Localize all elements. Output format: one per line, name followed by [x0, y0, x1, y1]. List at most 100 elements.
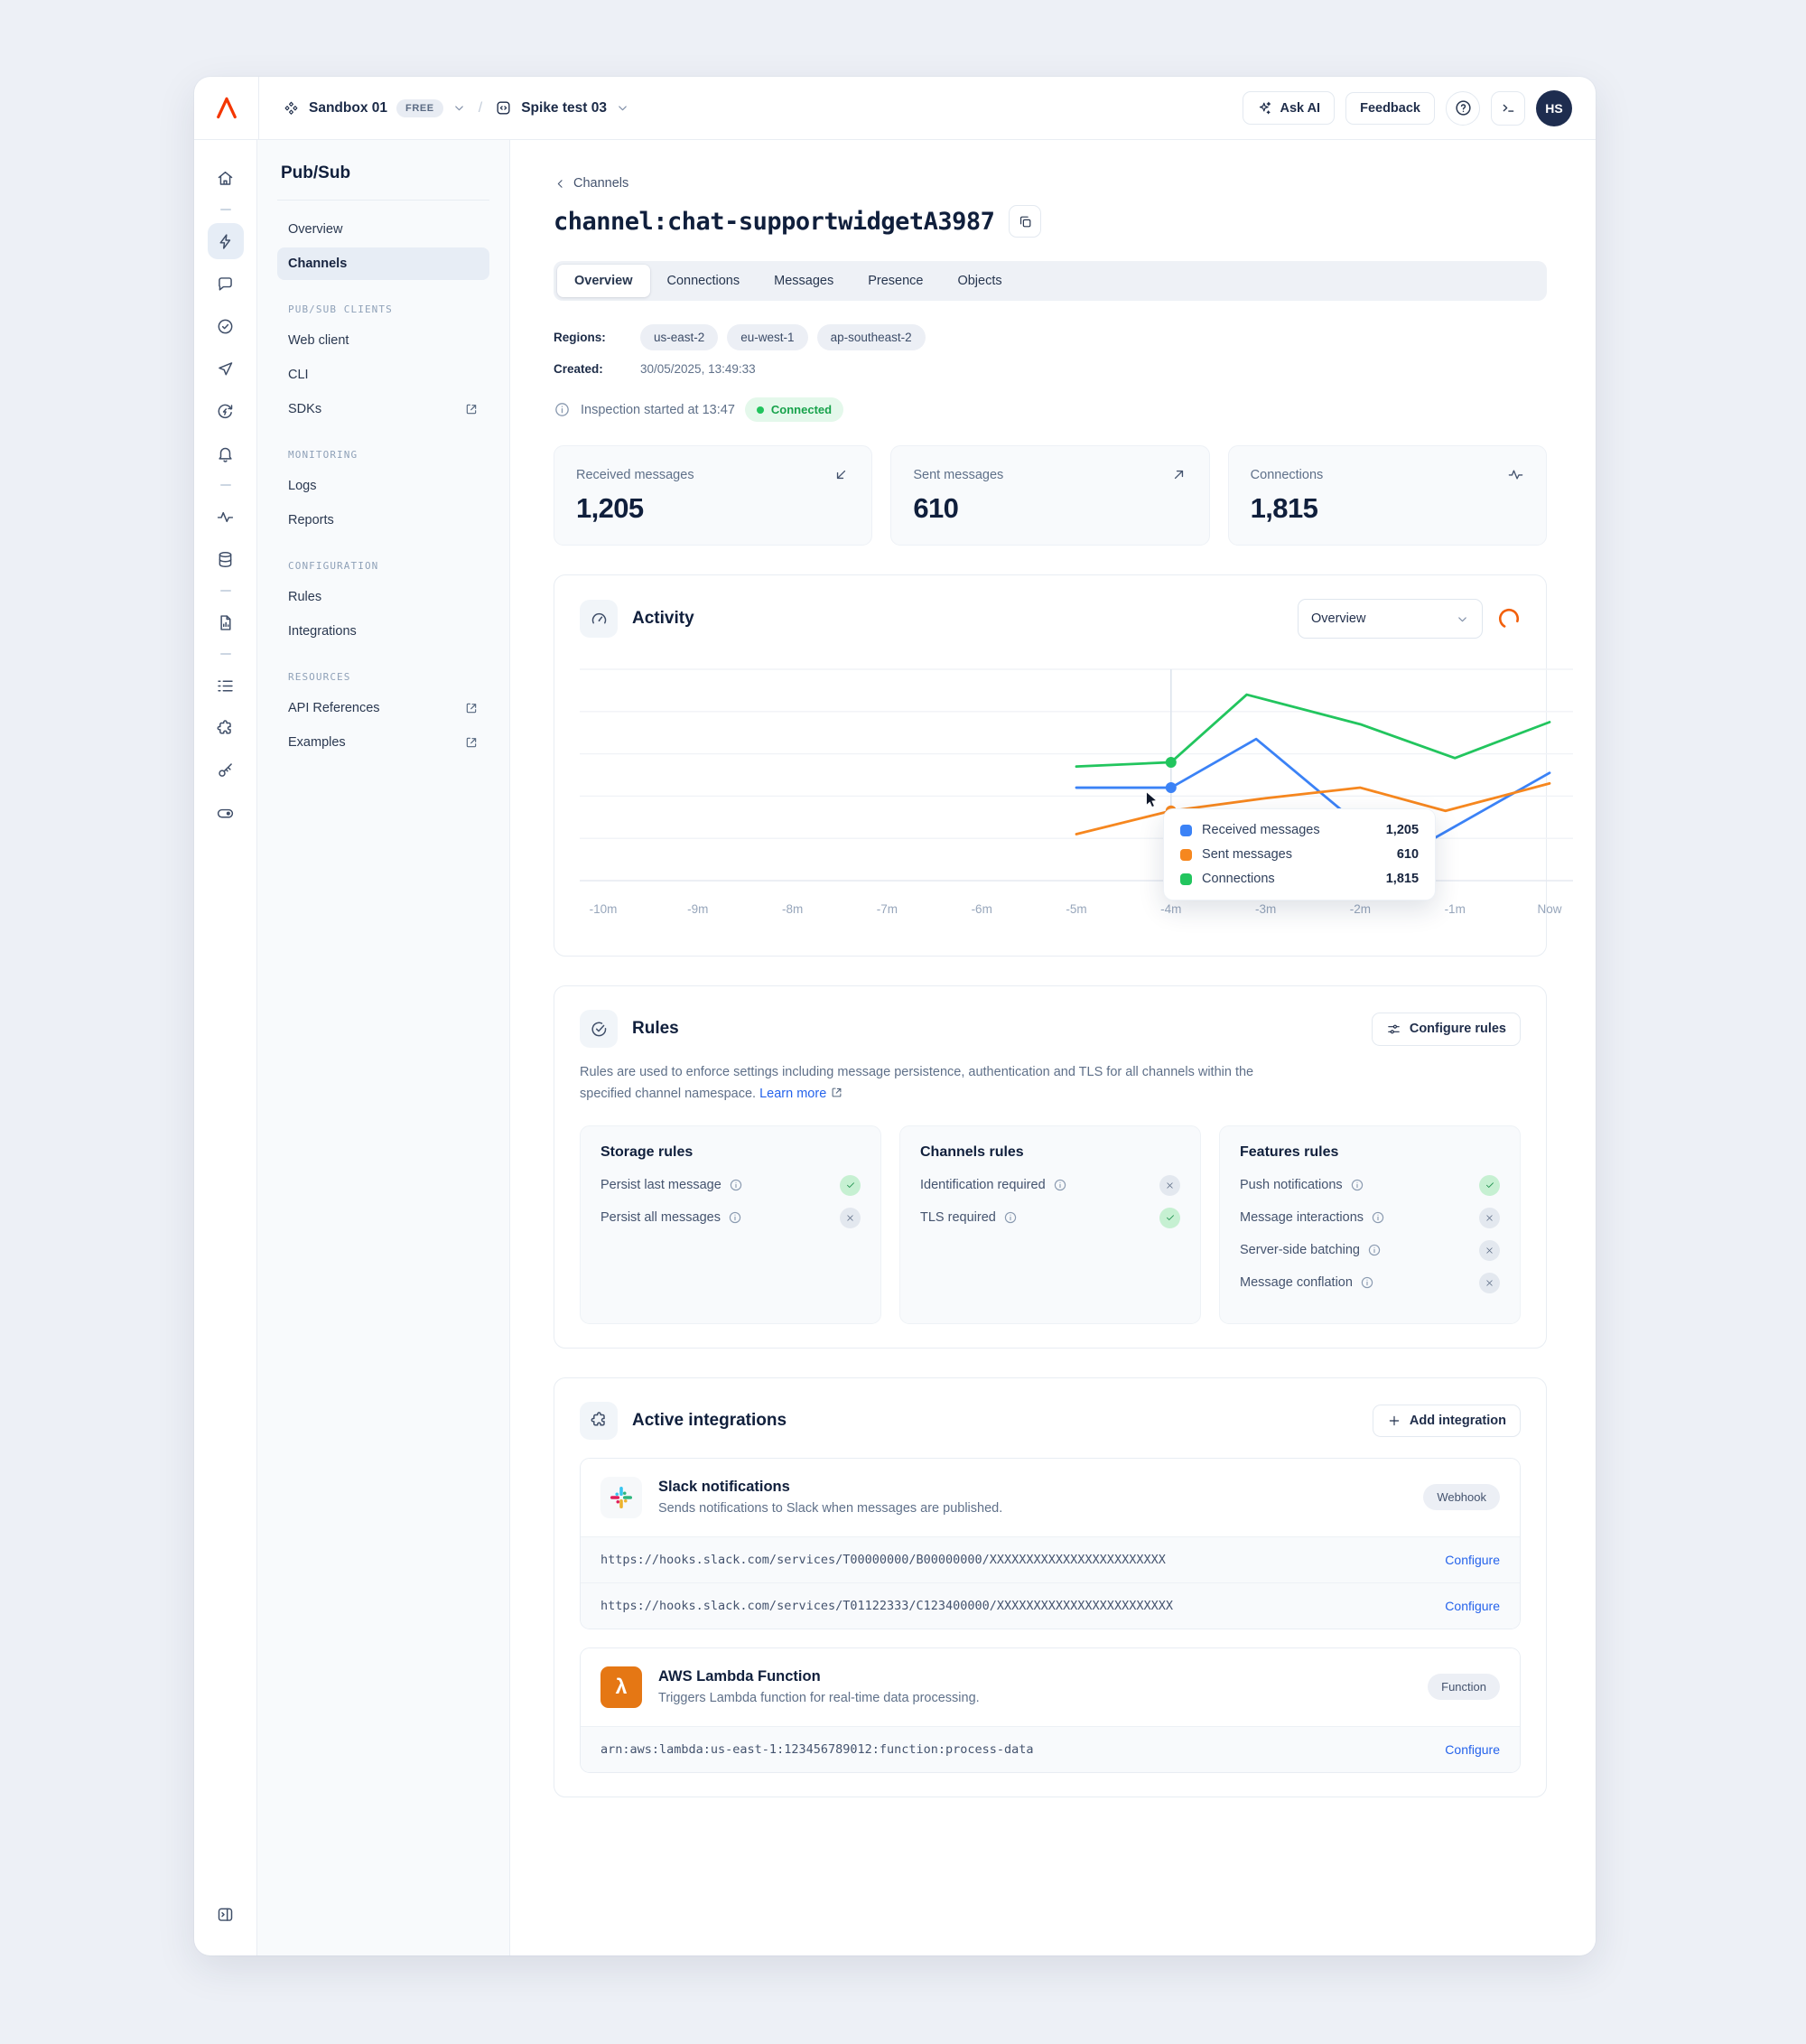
info-icon[interactable]	[1360, 1275, 1374, 1290]
ably-logo[interactable]	[194, 77, 259, 139]
info-icon[interactable]	[1350, 1178, 1364, 1192]
sidebar-item-overview[interactable]: Overview	[288, 222, 343, 237]
chevron-left-icon	[557, 179, 563, 188]
report-icon[interactable]	[208, 604, 244, 640]
info-icon[interactable]	[728, 1210, 742, 1225]
chart-tooltip: Received messages 1,205 Sent messages 61…	[1163, 808, 1437, 901]
bell-icon[interactable]	[208, 435, 244, 471]
channel-tabs: Overview Connections Messages Presence O…	[554, 261, 1547, 301]
topbar: Sandbox 01 FREE / Spike test 03 Ask AI F…	[194, 77, 1596, 140]
loading-spinner-icon	[1498, 608, 1520, 630]
region-pill: eu-west-1	[727, 324, 808, 350]
status-dot	[756, 406, 764, 414]
integration-type-badge: Webhook	[1423, 1484, 1500, 1511]
activity-range-select[interactable]: Overview	[1298, 599, 1483, 639]
tab-messages[interactable]: Messages	[774, 274, 834, 288]
learn-more-link[interactable]: Learn more	[759, 1086, 827, 1101]
info-icon[interactable]	[729, 1178, 743, 1192]
feedback-button[interactable]: Feedback	[1345, 91, 1435, 125]
sidebar-item-api-references[interactable]: API References	[277, 692, 489, 724]
rules-title: Rules	[632, 1019, 679, 1038]
integration-description: Sends notifications to Slack when messag…	[658, 1501, 1003, 1517]
database-icon[interactable]	[208, 541, 244, 577]
stat-value: 1,205	[576, 492, 644, 524]
org-switcher[interactable]: Sandbox 01 FREE	[283, 98, 466, 117]
copy-icon	[1019, 216, 1031, 227]
series-swatch-connections	[1180, 873, 1193, 885]
info-icon[interactable]	[554, 401, 571, 418]
add-integration-button[interactable]: Add integration	[1372, 1404, 1521, 1437]
configure-rules-button[interactable]: Configure rules	[1371, 1012, 1521, 1046]
ask-ai-button[interactable]: Ask AI	[1242, 91, 1336, 125]
integration-description: Triggers Lambda function for real-time d…	[658, 1691, 980, 1706]
created-label: Created:	[554, 362, 603, 376]
back-breadcrumb[interactable]: Channels	[554, 176, 628, 191]
collapse-sidebar-icon[interactable]	[208, 1896, 244, 1932]
tab-presence[interactable]: Presence	[868, 274, 924, 288]
stat-value: 1,815	[1250, 492, 1318, 524]
activity-chart: -10m -9m -8m -7m -6m -5m -4m -3m -2m -1m Now Recei…	[580, 657, 1573, 932]
app-switcher[interactable]: Spike test 03	[495, 99, 629, 117]
rule-row: Persist all messages	[600, 1207, 861, 1228]
sidebar-item-sdks[interactable]: SDKs	[277, 393, 489, 425]
svg-text:-1m: -1m	[1445, 902, 1466, 916]
pubsub-bolt-icon[interactable]	[207, 223, 244, 259]
toggle-icon[interactable]	[208, 795, 244, 831]
integrations-card: Active integrations Add integration	[554, 1377, 1547, 1797]
tab-objects[interactable]: Objects	[957, 274, 1002, 288]
info-icon[interactable]	[1053, 1178, 1067, 1192]
sidebar-item-reports[interactable]: Reports	[288, 513, 334, 527]
copy-channel-name-button[interactable]	[1009, 205, 1042, 238]
key-icon[interactable]	[208, 752, 244, 789]
sidebar-item-web-client[interactable]: Web client	[288, 333, 349, 348]
tab-connections[interactable]: Connections	[666, 274, 740, 288]
sidebar-item-rules[interactable]: Rules	[288, 590, 322, 604]
sidebar-item-cli[interactable]: CLI	[288, 368, 309, 382]
sidebar-item-examples[interactable]: Examples	[277, 726, 489, 759]
region-pill: ap-southeast-2	[816, 324, 926, 350]
inspection-status-text: Inspection started at 13:47	[581, 402, 735, 417]
globe-sync-icon[interactable]	[208, 393, 244, 429]
app-name: Spike test 03	[521, 99, 607, 116]
check-circle-icon	[580, 1010, 618, 1048]
sliders-icon	[1388, 1024, 1400, 1033]
svg-text:-7m: -7m	[877, 902, 898, 916]
checklist-icon[interactable]	[208, 667, 244, 704]
terminal-button[interactable]	[1491, 90, 1525, 126]
org-grid-icon	[284, 101, 298, 115]
external-link-icon	[466, 703, 477, 714]
integration-aws-lambda: λ AWS Lambda Function Triggers Lambda fu…	[580, 1647, 1521, 1773]
help-button[interactable]	[1446, 90, 1480, 126]
send-icon[interactable]	[208, 350, 244, 387]
info-icon[interactable]	[1367, 1243, 1382, 1257]
svg-text:-9m: -9m	[687, 902, 708, 916]
svg-text:Now: Now	[1537, 902, 1561, 916]
external-link-icon	[832, 1087, 842, 1097]
arrow-down-left-icon	[837, 470, 846, 480]
puzzle-icon[interactable]	[208, 710, 244, 746]
rule-row: Server-side batching	[1240, 1239, 1500, 1261]
rule-row: TLS required	[920, 1207, 1180, 1228]
sidebar-item-logs[interactable]: Logs	[288, 479, 317, 493]
info-icon[interactable]	[1003, 1210, 1018, 1225]
integration-endpoint-row: https://hooks.slack.com/services/T000000…	[581, 1535, 1520, 1582]
svg-text:-10m: -10m	[590, 902, 618, 916]
region-pill: us-east-2	[640, 324, 719, 350]
status-enabled-icon	[1479, 1174, 1500, 1196]
user-avatar[interactable]: HS	[1536, 89, 1572, 126]
chat-icon[interactable]	[208, 266, 244, 302]
sidebar-item-channels[interactable]: Channels	[277, 247, 489, 280]
pulse-icon[interactable]	[208, 499, 244, 535]
sidebar-section-configuration: CONFIGURATION	[288, 560, 379, 572]
configure-link[interactable]: Configure	[1445, 1598, 1500, 1613]
configure-link[interactable]: Configure	[1445, 1741, 1500, 1757]
badge-check-icon[interactable]	[208, 308, 244, 344]
configure-link[interactable]: Configure	[1445, 1552, 1500, 1567]
tab-overview[interactable]: Overview	[557, 265, 650, 297]
sidebar-section-pubsub-clients: PUB/SUB CLIENTS	[288, 303, 393, 315]
slack-logo-icon	[600, 1476, 642, 1518]
home-icon[interactable]	[208, 160, 244, 196]
info-icon[interactable]	[1371, 1210, 1385, 1225]
breadcrumb-separator: /	[478, 99, 483, 116]
sidebar-item-integrations[interactable]: Integrations	[288, 624, 357, 639]
